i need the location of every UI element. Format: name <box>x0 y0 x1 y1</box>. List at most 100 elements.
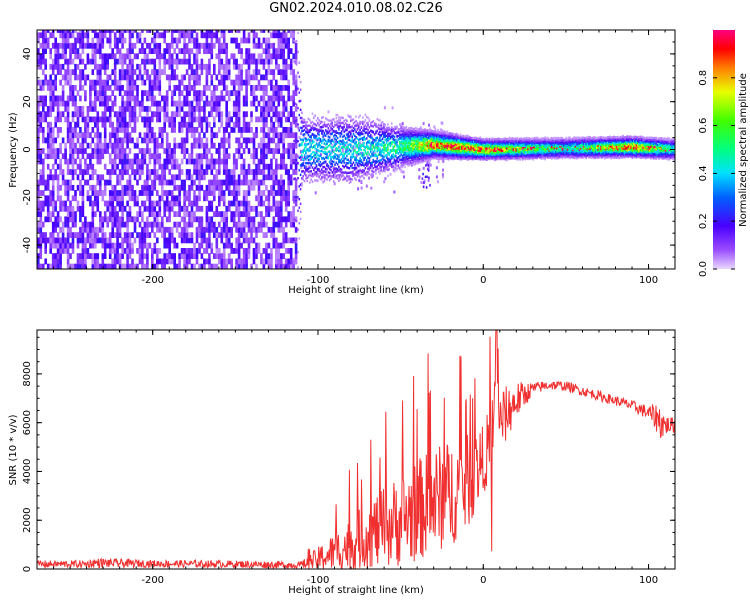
heatmap-cell <box>406 164 409 167</box>
heatmap-cell <box>294 177 297 180</box>
heatmap-cell <box>257 37 261 44</box>
heatmap-cell <box>377 146 380 149</box>
heatmap-cell <box>69 85 72 91</box>
heatmap-cell <box>178 58 181 65</box>
heatmap-cell <box>277 205 281 212</box>
heatmap-cell <box>121 111 124 118</box>
heatmap-cell <box>365 127 368 130</box>
heatmap-cell <box>339 173 342 177</box>
heatmap-cell <box>417 147 420 150</box>
heatmap-cell <box>277 242 281 249</box>
heatmap-cell <box>385 134 388 138</box>
heatmap-cell <box>39 100 43 107</box>
heatmap-cell <box>188 158 191 165</box>
heatmap-cell <box>39 205 43 212</box>
heatmap-cell <box>326 132 328 135</box>
heatmap-cell <box>240 179 243 186</box>
heatmap-cell <box>235 263 238 269</box>
heatmap-cell <box>284 132 288 139</box>
heatmap-cell <box>185 211 189 217</box>
heatmap-cell <box>375 153 377 156</box>
heatmap-cell <box>235 237 238 244</box>
heatmap-cell <box>195 237 199 244</box>
heatmap-cell <box>387 137 389 140</box>
heatmap-cell <box>74 100 77 107</box>
heatmap-cell <box>292 116 295 123</box>
heatmap-cell <box>86 232 90 238</box>
heatmap-cell <box>205 153 209 160</box>
heatmap-cell <box>359 147 361 150</box>
heatmap-cell <box>307 138 310 141</box>
heatmap-cell <box>222 63 226 70</box>
heatmap-cell <box>54 226 57 233</box>
heatmap-cell <box>113 148 117 154</box>
heatmap-cell <box>59 158 62 165</box>
heatmap-cell <box>267 211 271 217</box>
heatmap-cell <box>131 69 134 75</box>
heatmap-cell <box>305 152 307 155</box>
heatmap-cell <box>118 116 122 123</box>
heatmap-cell <box>230 263 233 269</box>
heatmap-cell <box>332 175 335 179</box>
heatmap-cell <box>133 216 137 223</box>
heatmap-cell <box>242 79 246 86</box>
heatmap-cell <box>49 148 52 154</box>
heatmap-cell <box>108 95 112 102</box>
heatmap-cell <box>131 169 134 175</box>
heatmap-cell <box>385 153 388 157</box>
heatmap-cell <box>404 131 406 134</box>
heatmap-cell <box>301 150 303 154</box>
heatmap-cell <box>185 58 189 65</box>
heatmap-cell <box>334 171 336 174</box>
heatmap-cell <box>294 85 298 91</box>
heatmap-cell <box>402 163 405 166</box>
heatmap-cell <box>402 147 405 150</box>
heatmap-cell <box>183 179 186 186</box>
heatmap-cell <box>66 137 70 144</box>
heatmap-cell <box>178 184 181 191</box>
heatmap-cell <box>334 143 336 146</box>
heatmap-cell <box>46 184 50 191</box>
heatmap-cell <box>215 211 219 217</box>
heatmap-cell <box>237 211 241 217</box>
heatmap-cell <box>193 253 196 259</box>
heatmap-cell <box>265 106 268 112</box>
heatmap-cell <box>275 205 278 212</box>
heatmap-cell <box>198 42 201 49</box>
heatmap-cell <box>54 100 57 107</box>
heatmap-cell <box>355 158 357 161</box>
heatmap-cell <box>153 100 157 107</box>
heatmap-cell <box>364 167 367 170</box>
heatmap-cell <box>409 127 412 130</box>
heatmap-cell <box>412 158 414 162</box>
heatmap-cell <box>178 95 181 102</box>
heatmap-cell <box>298 144 301 147</box>
heatmap-cell <box>301 163 303 166</box>
heatmap-cell <box>46 174 50 181</box>
heatmap-cell <box>158 100 162 107</box>
heatmap-cell <box>113 100 117 107</box>
heatmap-cell <box>99 137 102 144</box>
heatmap-cell <box>86 106 90 112</box>
heatmap-cell <box>338 173 340 177</box>
heatmap-cell <box>101 174 105 181</box>
heatmap-cell <box>365 137 368 140</box>
heatmap-cell <box>84 263 87 269</box>
heatmap-cell <box>384 159 386 162</box>
heatmap-cell <box>190 263 194 269</box>
heatmap-cell <box>367 161 369 164</box>
heatmap-cell <box>76 90 80 96</box>
heatmap-cell <box>339 122 342 125</box>
heatmap-cell <box>354 124 356 128</box>
heatmap-cell <box>376 155 379 158</box>
heatmap-cell <box>272 100 276 107</box>
heatmap-cell <box>369 146 372 149</box>
heatmap-cell <box>404 147 406 150</box>
heatmap-cell <box>324 123 327 127</box>
heatmap-cell <box>158 153 162 160</box>
heatmap-cell <box>335 113 338 117</box>
heatmap-cell <box>208 148 211 154</box>
heatmap-cell <box>37 200 40 207</box>
heatmap-cell <box>173 48 176 54</box>
heatmap-cell <box>146 148 149 154</box>
